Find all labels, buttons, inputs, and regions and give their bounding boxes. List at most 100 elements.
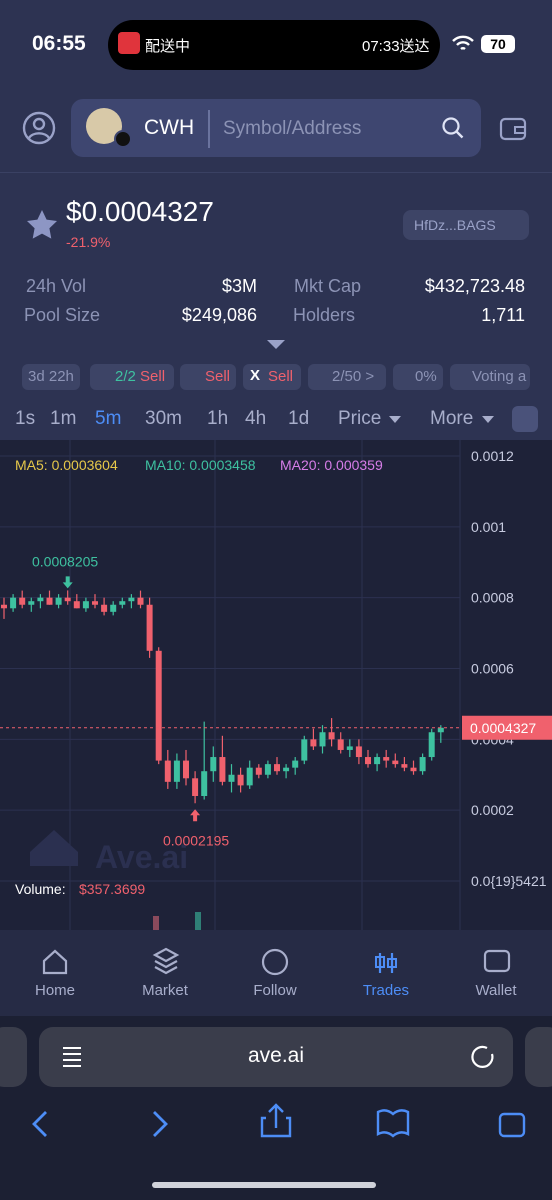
bookmarks-icon[interactable] (376, 1109, 410, 1138)
timeframe[interactable]: 1s (15, 408, 36, 429)
more-menu[interactable]: More (430, 408, 474, 429)
profile-ring (22, 111, 56, 145)
app-icon (118, 32, 140, 54)
address-chip[interactable]: HfDz...BAGS (403, 210, 529, 240)
stat-value: $432,723.48 (424, 276, 525, 296)
tabs-icon[interactable] (498, 1112, 526, 1138)
favorite-star[interactable] (25, 208, 59, 242)
candle-body (410, 767, 417, 772)
wifi-icon (452, 35, 474, 51)
tag: 2/2 Sell (90, 364, 174, 390)
market-icon[interactable] (152, 947, 180, 975)
stat-label: 24h Vol (26, 276, 87, 296)
volume-bar (153, 916, 159, 930)
forward-icon[interactable] (153, 1111, 168, 1137)
home-indicator (152, 1182, 376, 1188)
candle-body (155, 650, 162, 761)
wallet-body (499, 117, 527, 141)
expand-caret[interactable] (267, 340, 285, 350)
candle-body (128, 597, 135, 602)
battery: 70 (481, 35, 515, 53)
watermark: Ave.ai (95, 839, 188, 875)
reload-icon[interactable] (471, 1045, 494, 1068)
tag: Voting a (450, 364, 530, 390)
search-box[interactable] (71, 99, 481, 157)
stat-value: $249,086 (181, 305, 257, 325)
ma-label: MA10: 0.0003458 (145, 457, 256, 473)
price-menu[interactable]: Price (338, 408, 382, 429)
timeframe[interactable]: 1m (50, 408, 77, 429)
reader-icon[interactable] (63, 1047, 81, 1067)
low-annotation: 0.0002195 (163, 832, 229, 848)
candle-body (428, 732, 435, 758)
timeframe[interactable]: 30m (145, 408, 182, 429)
wallet-clasp (514, 126, 526, 134)
candle-body (101, 604, 108, 612)
settings-button[interactable] (512, 406, 538, 432)
high-annotation: 0.0008205 (32, 553, 98, 569)
caret-shape (482, 416, 494, 423)
clock: 06:55 (32, 32, 86, 55)
high-arrow (62, 576, 73, 589)
tag: 2/50 > (308, 364, 386, 390)
candle-body (237, 774, 244, 786)
nav-label[interactable]: Home (34, 982, 75, 999)
candle-body (328, 732, 335, 740)
back-icon[interactable] (32, 1111, 47, 1137)
profile-icon[interactable] (22, 111, 56, 145)
nav-icons (42, 947, 511, 976)
stat-label: Pool Size (24, 305, 101, 325)
follow-icon[interactable] (261, 948, 289, 976)
divider (208, 110, 210, 148)
token-price: $0.0004327 (66, 196, 214, 227)
stat-value: $3M (221, 276, 257, 296)
candlestick-chart: Ave.ai MA5: 0.0003604 MA10: 0.0003458 MA… (0, 440, 552, 930)
volume-label: Volume: (15, 881, 66, 897)
tag: Sell (243, 364, 301, 390)
last-price-box (462, 715, 552, 740)
candle-body (401, 764, 408, 768)
address-bar[interactable] (39, 1027, 513, 1087)
candle-body (310, 739, 317, 747)
eta: 07:33送达 (362, 38, 430, 55)
timeframe[interactable]: 4h (245, 408, 267, 429)
search-placeholder: Symbol/Address (223, 118, 362, 139)
nav-label[interactable]: Wallet (475, 982, 517, 999)
lens (442, 117, 460, 135)
nav-label[interactable]: Trades (362, 982, 410, 999)
search-icon[interactable] (441, 116, 465, 140)
candle-body (28, 601, 35, 605)
home-icon[interactable] (42, 949, 68, 975)
y-tick-label: 0.0006 (471, 661, 514, 677)
low-arrow (190, 809, 201, 822)
share-icon[interactable] (260, 1103, 292, 1138)
timeframe[interactable]: 1d (288, 408, 310, 429)
timeframe[interactable]: 1h (207, 408, 229, 429)
candle-body (173, 760, 180, 782)
timeframe[interactable]: 5m (95, 408, 122, 429)
caret-shape (389, 416, 401, 423)
handle (455, 130, 464, 139)
ma-label: MA5: 0.0003604 (15, 457, 118, 473)
token-symbol: CWH (144, 116, 195, 139)
candle-body (365, 757, 371, 765)
nav-label[interactable]: Market (142, 982, 188, 999)
caret (482, 416, 494, 423)
star-shape (27, 210, 57, 239)
candle-body (137, 597, 144, 605)
candle-body (374, 757, 381, 765)
wallet-icon[interactable] (499, 115, 527, 143)
candle-body (119, 601, 126, 605)
nav-label[interactable]: Follow (253, 982, 297, 999)
wallet-nav-icon[interactable] (483, 949, 511, 973)
candle-body (46, 597, 53, 605)
candle-body (64, 597, 71, 602)
volume-value: $357.3699 (79, 881, 145, 897)
profile-head (32, 117, 46, 131)
stat-label: Holders (293, 305, 356, 325)
price-change: -21.9% (66, 234, 111, 250)
url: ave.ai (247, 1044, 305, 1067)
activity: 配送中 (145, 38, 191, 55)
